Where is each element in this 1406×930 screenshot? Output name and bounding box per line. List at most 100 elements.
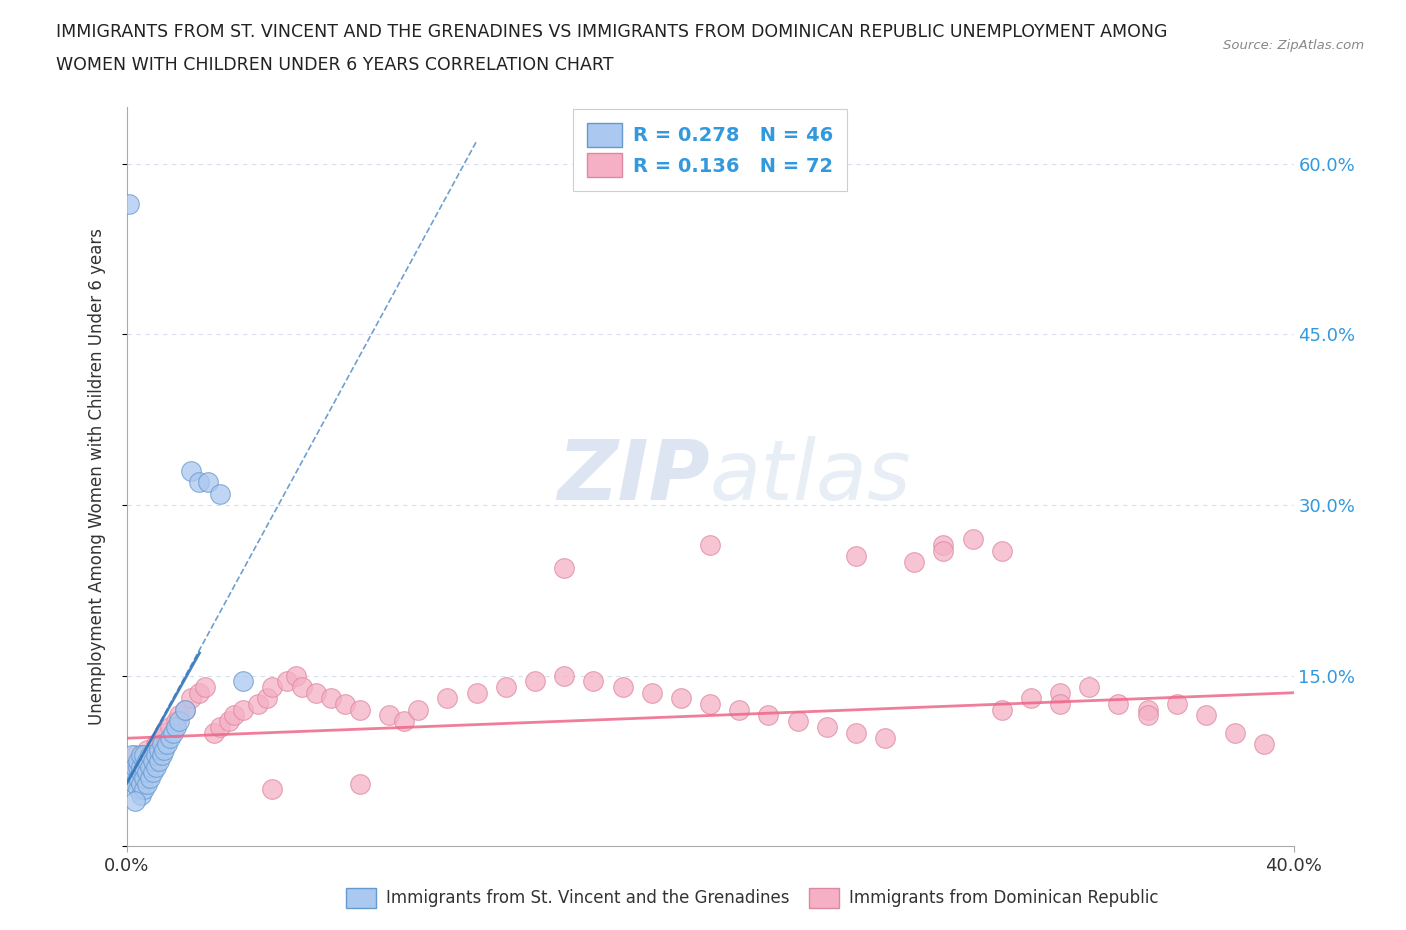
Point (349, 702, 371, 717)
Point (165, 720, 187, 735)
Point (1049, 697, 1071, 711)
Text: WOMEN WITH CHILDREN UNDER 6 YEARS CORRELATION CHART: WOMEN WITH CHILDREN UNDER 6 YEARS CORREL… (56, 56, 614, 73)
Point (1223, 725, 1246, 740)
Point (224, 708, 246, 723)
Point (465, 685, 488, 700)
Point (132, 782, 155, 797)
Point (180, 463, 202, 478)
Point (640, 685, 664, 700)
Point (127, 753, 149, 768)
Point (319, 691, 342, 706)
Point (932, 538, 955, 552)
Point (232, 674, 254, 689)
Text: atlas: atlas (710, 436, 911, 517)
Point (990, 702, 1012, 717)
Point (699, 538, 721, 552)
Point (129, 753, 152, 768)
Point (1049, 685, 1071, 700)
Point (145, 737, 167, 751)
Point (124, 793, 146, 808)
Point (1078, 680, 1101, 695)
Point (188, 685, 211, 700)
Point (756, 708, 779, 723)
Point (118, 196, 141, 211)
Point (256, 691, 278, 706)
Point (188, 475, 211, 490)
Point (142, 764, 165, 779)
Point (167, 708, 190, 723)
Point (145, 748, 167, 763)
Point (962, 532, 984, 547)
Point (180, 691, 202, 706)
Y-axis label: Unemployment Among Women with Children Under 6 years: Unemployment Among Women with Children U… (87, 228, 105, 725)
Point (162, 725, 184, 740)
Point (139, 771, 162, 786)
Point (1195, 708, 1218, 723)
Point (129, 748, 152, 763)
Text: IMMIGRANTS FROM ST. VINCENT AND THE GRENADINES VS IMMIGRANTS FROM DOMINICAN REPU: IMMIGRANTS FROM ST. VINCENT AND THE GREN… (56, 23, 1168, 41)
Point (875, 731, 897, 746)
Point (1166, 697, 1188, 711)
Point (202, 725, 225, 740)
Point (1108, 697, 1130, 711)
Point (174, 702, 197, 717)
Point (553, 560, 575, 575)
Point (145, 759, 167, 774)
Point (142, 753, 165, 768)
Point (349, 777, 371, 791)
Legend: Immigrants from St. Vincent and the Grenadines, Immigrants from Dominican Republ: Immigrants from St. Vincent and the Gren… (339, 882, 1166, 914)
Point (1019, 691, 1042, 706)
Point (262, 782, 284, 797)
Point (129, 777, 152, 791)
Point (197, 475, 219, 490)
Point (335, 697, 357, 711)
Point (129, 764, 152, 779)
Point (124, 748, 146, 763)
Point (132, 748, 155, 763)
Point (845, 725, 868, 740)
Point (1136, 708, 1159, 723)
Point (290, 680, 312, 695)
Point (127, 759, 149, 774)
Point (524, 674, 547, 689)
Point (121, 771, 143, 786)
Point (218, 713, 240, 728)
Point (124, 777, 146, 791)
Point (136, 753, 159, 768)
Point (378, 708, 401, 723)
Point (153, 742, 176, 757)
Point (669, 691, 692, 706)
Point (129, 788, 152, 803)
Point (305, 685, 328, 700)
Point (1136, 702, 1159, 717)
Point (246, 697, 269, 711)
Point (127, 771, 149, 786)
Point (392, 713, 415, 728)
Point (159, 731, 181, 746)
Point (129, 759, 152, 774)
Point (132, 771, 155, 786)
Point (156, 737, 179, 751)
Point (612, 680, 634, 695)
Point (124, 764, 146, 779)
Point (208, 720, 231, 735)
Point (932, 543, 955, 558)
Legend: R = 0.278   N = 46, R = 0.136   N = 72: R = 0.278 N = 46, R = 0.136 N = 72 (574, 110, 846, 191)
Point (139, 759, 162, 774)
Point (136, 777, 159, 791)
Point (132, 759, 155, 774)
Point (553, 669, 575, 684)
Point (139, 748, 162, 763)
Point (208, 486, 231, 501)
Point (815, 720, 838, 735)
Point (262, 680, 284, 695)
Point (284, 669, 307, 684)
Point (436, 691, 458, 706)
Point (127, 782, 149, 797)
Point (194, 680, 217, 695)
Point (165, 713, 187, 728)
Point (142, 748, 165, 763)
Point (148, 742, 170, 757)
Point (153, 725, 176, 740)
Point (139, 753, 162, 768)
